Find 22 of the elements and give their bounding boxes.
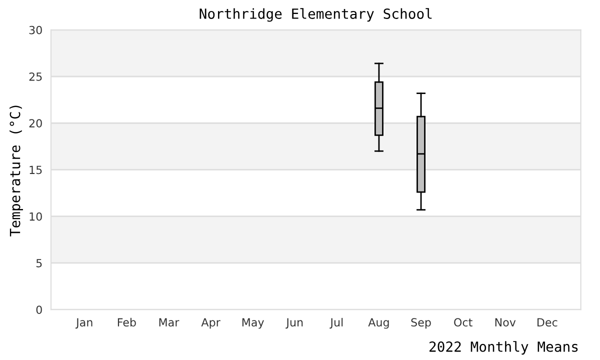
y-tick-label: 15 — [30, 166, 42, 174]
x-tick-label: Nov — [495, 318, 516, 327]
x-tick-label: Oct — [454, 318, 472, 327]
x-axis-title: 2022 Monthly Means — [430, 341, 578, 355]
x-tick-label: Aug — [368, 318, 389, 329]
x-tick-label: Jul — [330, 318, 343, 329]
y-tick-label: 10 — [30, 212, 42, 221]
x-tick-label: Sep — [411, 318, 431, 329]
y-axis-title: Temperature (°C) — [10, 106, 23, 236]
x-tick-label: Jan — [76, 318, 92, 329]
y-tick-label: 0 — [36, 306, 42, 314]
x-tick-label: Apr — [201, 318, 220, 329]
y-tick-label: 30 — [29, 26, 42, 34]
x-tick-label: Dec — [538, 318, 558, 327]
x-tick-label: Feb — [118, 318, 136, 327]
x-tick-label: Mar — [159, 318, 180, 327]
y-tick-label: 20 — [29, 119, 42, 128]
x-tick-label: May — [242, 318, 264, 329]
x-tick-label: Jun — [286, 318, 303, 329]
y-tick-label: 5 — [36, 259, 42, 268]
y-tick-label: 25 — [29, 72, 42, 81]
chart-title: Northridge Elementary School — [200, 8, 432, 22]
